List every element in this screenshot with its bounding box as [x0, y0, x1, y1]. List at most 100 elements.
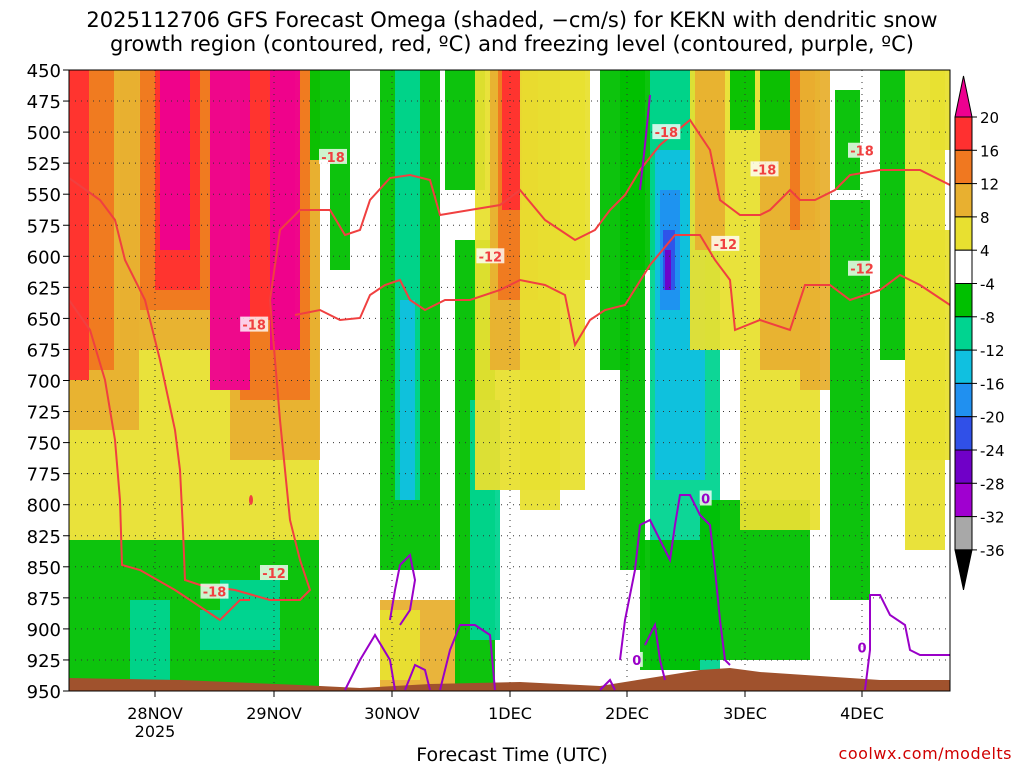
contour-label-bg-4	[476, 248, 505, 264]
colorbar-swatch-12	[954, 482, 973, 518]
contour-lines	[69, 94, 950, 691]
colorbar-swatch-11	[954, 449, 973, 484]
omega-cell-30	[502, 70, 522, 210]
contour-label-bg-6	[711, 235, 740, 251]
contour-label-11: 0	[632, 654, 641, 669]
y-tick-label-12: 750	[27, 434, 61, 455]
colorbar-label-0: 20	[980, 109, 999, 127]
y-tick-label-17: 875	[27, 589, 61, 610]
y-tick-label-2: 500	[27, 123, 61, 144]
omega-cell-3	[69, 70, 89, 380]
contour-label-9: -12	[850, 263, 874, 278]
contour-label-1: -12	[262, 567, 286, 582]
y-tick-label-11: 725	[27, 403, 61, 424]
y-tick-label-5: 575	[27, 216, 61, 237]
colorbar-swatch-3	[954, 183, 973, 218]
omega-cell-50	[730, 70, 755, 130]
contour-label-7: -18	[753, 163, 777, 178]
x-tick-label-2: 30NOV	[364, 704, 420, 723]
contour-label-5: -18	[655, 126, 679, 141]
freezing-contour-5	[619, 494, 731, 666]
contour-label-bg-1	[260, 565, 288, 581]
y-tick-label-13: 775	[27, 465, 61, 486]
contour-label-bg-8	[848, 142, 876, 158]
contour-label-bg-0	[200, 583, 229, 599]
dgz-contour-1	[69, 299, 250, 622]
colorbar-swatch-13	[954, 516, 973, 551]
contour-label-0: -18	[203, 586, 227, 601]
omega-cell-51	[830, 200, 870, 600]
colorbar-bottom-triangle	[954, 549, 973, 591]
freezing-contour-6	[644, 621, 666, 681]
omega-shading	[69, 70, 950, 691]
terrain-area	[69, 668, 950, 691]
colorbar-label-10: -24	[980, 442, 1005, 460]
freezing-contour-1	[389, 552, 417, 626]
freezing-contour-7	[639, 94, 651, 191]
colorbar-swatch-6	[954, 283, 973, 318]
colorbar-label-13: -36	[980, 542, 1005, 560]
colorbar-top-triangle	[954, 75, 973, 118]
y-tick-label-16: 850	[27, 558, 61, 579]
colorbar-label-6: -8	[980, 309, 995, 327]
y-tick-label-0: 450	[27, 61, 61, 82]
omega-cell-48	[800, 70, 830, 390]
colorbar-label-3: 8	[980, 209, 990, 227]
x-tick-label-3: 1DEC	[488, 704, 532, 723]
dgz-contour-2	[294, 234, 950, 348]
colorbar-label-5: -4	[980, 276, 995, 294]
y-tick-label-19: 925	[27, 651, 61, 672]
omega-cell-12	[210, 70, 250, 390]
omega-cell-32	[560, 70, 590, 280]
colorbar-swatch-2	[954, 149, 973, 185]
x-axis: 28NOV 29NOV 30NOV 1DEC 2DEC 3DEC 4DEC 2025	[127, 691, 884, 741]
contour-label-bg-10	[699, 490, 712, 506]
dgz-contour-blob	[249, 495, 253, 505]
contour-label-10: 0	[701, 492, 710, 507]
omega-cell-7	[160, 70, 190, 250]
colorbar-label-2: 12	[980, 176, 999, 194]
contour-label-4: -12	[479, 250, 503, 265]
credit-text: coolwx.com/modelts	[838, 744, 1012, 763]
omega-cell-56	[930, 70, 950, 150]
freezing-contour-2	[404, 663, 431, 691]
omega-cell-11	[270, 70, 300, 350]
y-tick-label-9: 675	[27, 340, 61, 361]
colorbar-swatch-7	[954, 316, 973, 351]
contour-label-12: 0	[857, 642, 866, 657]
y-tick-label-6: 600	[27, 247, 61, 268]
chart-title: 2025112706 GFS Forecast Omega (shaded, −…	[86, 8, 938, 32]
dgz-contour-0	[69, 118, 950, 601]
colorbar: 20 16 12 8 4 -4 -8 -12 -16 -20 -24 -28 -32 -36	[954, 75, 1005, 591]
contour-label-bg-12	[856, 639, 868, 655]
terrain-fill	[69, 668, 950, 691]
x-tick-label-6: 4DEC	[840, 704, 884, 723]
omega-cell-15	[69, 540, 319, 690]
freezing-contour-3	[439, 624, 496, 691]
x-sublabel: 2025	[135, 722, 176, 741]
x-tick-label-0: 28NOV	[127, 704, 183, 723]
contour-label-6: -12	[714, 238, 738, 253]
y-tick-label-15: 825	[27, 527, 61, 548]
colorbar-swatch-8	[954, 349, 973, 384]
y-tick-label-8: 650	[27, 309, 61, 330]
x-tick-label-5: 3DEC	[723, 704, 767, 723]
freezing-contour-0	[344, 633, 396, 691]
x-axis-label: Forecast Time (UTC)	[416, 744, 608, 766]
omega-cell-55	[905, 230, 950, 460]
contour-label-2: -18	[242, 319, 266, 334]
omega-cell-53	[880, 70, 905, 360]
y-tick-label-3: 525	[27, 154, 61, 175]
omega-cell-18	[200, 610, 280, 650]
omega-cell-40	[665, 250, 671, 290]
y-tick-label-10: 700	[27, 372, 61, 393]
contour-label-bg-3	[319, 148, 347, 164]
omega-cell-49	[760, 70, 790, 130]
freezing-contour-8	[864, 594, 950, 691]
contour-label-bg-9	[848, 260, 876, 276]
contour-labels: -18 -12 -18 -18 -12 -18 -12 -18 -18 -12 0 0 0	[200, 124, 876, 669]
colorbar-swatch-9	[954, 382, 973, 418]
colorbar-label-12: -32	[980, 509, 1005, 527]
y-tick-label-1: 475	[27, 92, 61, 113]
